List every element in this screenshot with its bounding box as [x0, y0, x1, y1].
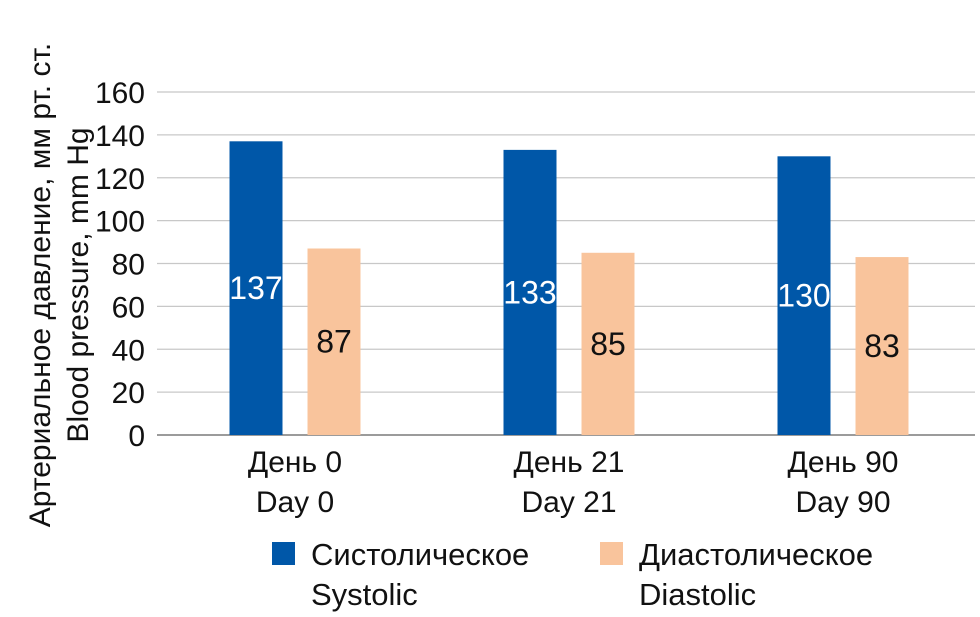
data-label: 130	[777, 278, 830, 314]
bar	[503, 149, 557, 435]
y-tick-label: 60	[112, 291, 145, 324]
bar	[307, 248, 361, 435]
legend-swatch	[600, 542, 623, 565]
data-label: 133	[503, 274, 556, 310]
y-tick-label: 80	[112, 249, 145, 282]
bar	[855, 257, 909, 435]
data-labels: 137 133 130 87 85 83	[229, 270, 899, 364]
y-axis-title-line: Артериальное давление, мм рт. ст.	[24, 43, 57, 527]
x-category-label: День 90	[788, 446, 899, 479]
legend-label: Systolic	[311, 577, 418, 612]
x-category-label: Day 90	[795, 486, 890, 519]
legend: Систолическое Systolic Диастолическое Diast…	[272, 537, 873, 612]
bars	[229, 141, 909, 435]
data-label: 85	[590, 326, 626, 362]
y-tick-label: 120	[95, 163, 145, 196]
bar	[777, 156, 831, 435]
y-axis-title-line: Blood pressure, mm Hg	[62, 127, 95, 442]
x-axis-categories: День 0 Day 0 День 21 Day 21 День 90 Day 90	[248, 446, 899, 519]
bar	[581, 252, 635, 435]
x-category-label: День 0	[248, 446, 342, 479]
legend-label: Diastolic	[639, 577, 756, 612]
data-label: 137	[229, 270, 282, 306]
legend-label: Систолическое	[311, 537, 529, 572]
legend-label: Диастолическое	[639, 537, 873, 572]
y-axis-title: Артериальное давление, мм рт. ст. Blood p…	[24, 43, 95, 527]
y-axis-ticks: 0 20 40 60 80 100 120 140 160	[95, 77, 145, 453]
y-tick-label: 20	[112, 377, 145, 410]
bar	[229, 141, 283, 435]
legend-swatch	[272, 542, 295, 565]
gridlines	[157, 91, 975, 436]
y-axis-label: Артериальное давление, мм рт. ст. Blood p…	[24, 43, 95, 527]
data-label: 83	[864, 328, 900, 364]
y-tick-label: 160	[95, 77, 145, 110]
x-category-label: Day 21	[521, 486, 616, 519]
x-category-label: Day 0	[256, 486, 334, 519]
y-tick-label: 0	[128, 420, 145, 453]
y-tick-label: 140	[95, 120, 145, 153]
y-tick-label: 100	[95, 206, 145, 239]
y-tick-label: 40	[112, 334, 145, 367]
data-label: 87	[316, 324, 352, 360]
x-category-label: День 21	[514, 446, 625, 479]
